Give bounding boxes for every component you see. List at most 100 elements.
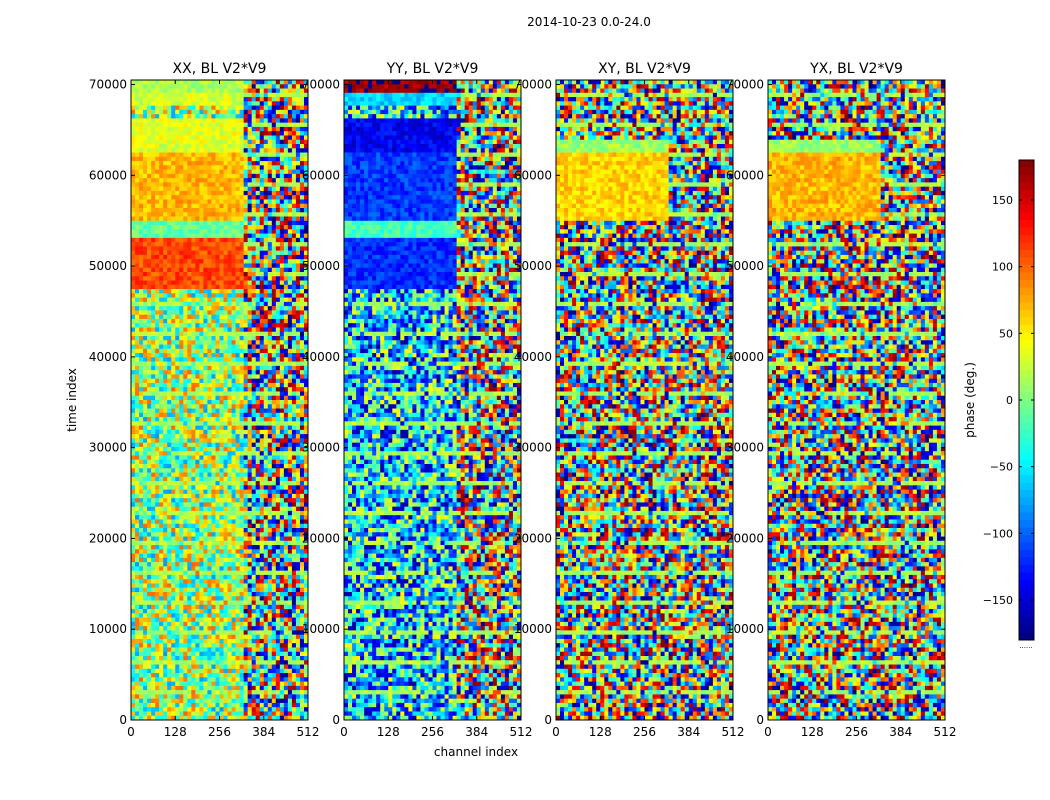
colorbar-segment (1019, 468, 1034, 476)
x-tick-label: 384 (889, 725, 912, 739)
colorbar-segment (1019, 438, 1034, 446)
colorbar-segment (1019, 475, 1034, 483)
y-tick-label: 70000 (89, 78, 127, 92)
colorbar-segment (1019, 625, 1034, 633)
colorbar-segment (1019, 243, 1034, 251)
colorbar-segment (1019, 445, 1034, 453)
y-tick-label: 0 (119, 713, 127, 727)
panel-1: XX, BL V2*V90 128 256 384 512010000200003000… (89, 61, 320, 739)
colorbar-segment (1019, 633, 1034, 641)
y-tick-label: 50000 (514, 259, 552, 273)
y-tick-label: 10000 (302, 622, 340, 636)
colorbar-segment (1019, 520, 1034, 528)
x-tick-label: 0 (552, 725, 560, 739)
colorbar-segment (1019, 168, 1034, 176)
colorbar-segment (1019, 175, 1034, 183)
panel-2: YY, BL V2*V90 128 256 384 512010000200003000… (302, 61, 533, 739)
colorbar-segment (1019, 505, 1034, 513)
colorbar-segment (1019, 618, 1034, 626)
panels: XX, BL V2*V9 0 128 256 384 512 0 10000 20000 3000… (89, 61, 957, 739)
y-tick-label: 10000 (514, 622, 552, 636)
colorbar-segment (1019, 513, 1034, 521)
colorbar-bottom-marker: ...... (1019, 642, 1032, 650)
colorbar-tick-label: −150 (983, 594, 1013, 607)
colorbar-tick-label: 150 (992, 194, 1013, 207)
y-axis-label: time index (65, 368, 79, 432)
colorbar-segment (1019, 235, 1034, 243)
colorbar-segment (1019, 543, 1034, 551)
y-tick-label: 20000 (89, 531, 127, 545)
y-tick-label: 20000 (726, 531, 764, 545)
y-tick-label: 0 (332, 713, 340, 727)
heatmap-cells (131, 80, 308, 720)
colorbar-segment (1019, 370, 1034, 378)
colorbar-segment (1019, 310, 1034, 318)
colorbar-tick-label: 50 (999, 327, 1013, 340)
colorbar-segment (1019, 453, 1034, 461)
colorbar-segment (1019, 205, 1034, 213)
panel-4: YX, BL V2*V90 128 256 384 512010000200003000… (726, 61, 957, 739)
x-tick-label: 256 (208, 725, 231, 739)
colorbar-segment (1019, 498, 1034, 506)
panel-title: XY, BL V2*V9 (598, 61, 691, 77)
x-tick-label: 512 (934, 725, 957, 739)
colorbar-segment (1019, 430, 1034, 438)
colorbar-segment (1019, 490, 1034, 498)
colorbar-segment (1019, 295, 1034, 303)
x-tick-label: 128 (377, 725, 400, 739)
colorbar-segment (1019, 363, 1034, 371)
y-tick-label: 40000 (514, 350, 552, 364)
y-tick-label: 40000 (302, 350, 340, 364)
colorbar-segment (1019, 565, 1034, 573)
colorbar-segment (1019, 213, 1034, 221)
colorbar-segment (1019, 378, 1034, 386)
x-tick-label: 0 (340, 725, 348, 739)
heatmap-cells (344, 80, 521, 720)
y-tick-label: 40000 (726, 350, 764, 364)
y-tick-label: 30000 (514, 441, 552, 455)
colorbar-label: phase (deg.) (963, 362, 977, 438)
panel-title: YX, BL V2*V9 (809, 61, 903, 77)
panel-title: XX, BL V2*V9 (173, 61, 267, 77)
x-tick-label: 384 (677, 725, 700, 739)
y-tick-label: 60000 (514, 168, 552, 182)
colorbar-segment (1019, 595, 1034, 603)
x-tick-label: 512 (297, 725, 320, 739)
y-tick-label: 30000 (302, 441, 340, 455)
colorbar-segment (1019, 198, 1034, 206)
panel-3: XY, BL V2*V90 128 256 384 512010000200003000… (514, 61, 745, 739)
x-tick-label: 0 (127, 725, 135, 739)
colorbar-segment (1019, 318, 1034, 326)
x-tick-label: 0 (764, 725, 772, 739)
colorbar-segment (1019, 385, 1034, 393)
colorbar-segment (1019, 535, 1034, 543)
colorbar-segment (1019, 325, 1034, 333)
x-tick-label: 128 (589, 725, 612, 739)
y-tick-label: 50000 (726, 259, 764, 273)
colorbar-tick-label: −50 (990, 461, 1013, 474)
colorbar-tick-label: 100 (992, 261, 1013, 274)
colorbar-segment (1019, 393, 1034, 401)
colorbar-segment (1019, 258, 1034, 266)
colorbar-segment (1019, 558, 1034, 566)
colorbar-segment (1019, 190, 1034, 198)
colorbar-segment (1019, 220, 1034, 228)
colorbar-segment (1019, 250, 1034, 258)
colorbar-segment (1019, 340, 1034, 348)
figure-suptitle: 2014-10-23 0.0-24.0 (527, 15, 651, 29)
y-tick-label: 10000 (726, 622, 764, 636)
colorbar-segment (1019, 228, 1034, 236)
y-tick-label: 0 (544, 713, 552, 727)
x-tick-label: 256 (421, 725, 444, 739)
y-tick-label: 0 (756, 713, 764, 727)
x-tick-label: 512 (510, 725, 533, 739)
colorbar-segment (1019, 400, 1034, 408)
colorbar-tick-label: −100 (983, 527, 1013, 540)
colorbar-segment (1019, 483, 1034, 491)
y-tick-label: 50000 (89, 259, 127, 273)
heatmap-cells (768, 80, 945, 720)
colorbar-segment (1019, 273, 1034, 281)
panel-title: YY, BL V2*V9 (386, 61, 479, 77)
colorbar-segment (1019, 588, 1034, 596)
